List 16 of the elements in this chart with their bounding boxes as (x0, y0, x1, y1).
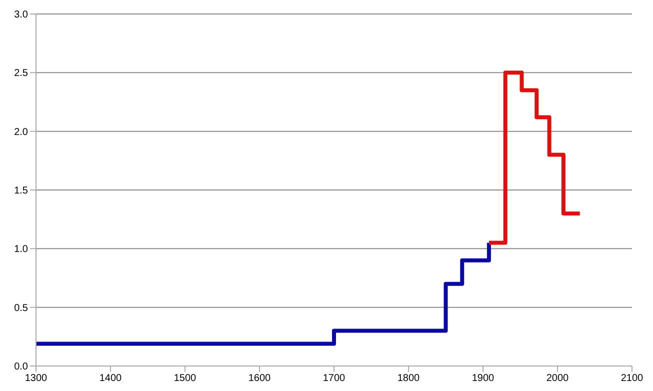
y-tick-label: 1.5 (14, 186, 28, 197)
y-tick-label: 1.0 (14, 244, 28, 256)
x-tick-label: 1700 (322, 373, 346, 384)
x-tick-label: 1400 (99, 373, 122, 384)
x-tick-label: 1500 (174, 373, 197, 384)
x-tick-label: 1300 (24, 373, 48, 384)
y-tick-label: 2.5 (14, 68, 28, 80)
y-tick-label: 0.5 (14, 302, 28, 314)
x-tick-label: 1900 (472, 373, 495, 384)
x-tick-label: 1800 (397, 373, 420, 384)
y-tick-label: 0.0 (14, 362, 28, 373)
x-tick-label: 2100 (620, 373, 644, 384)
y-tick-label: 3.0 (14, 10, 28, 21)
y-tick-label: 2.0 (14, 126, 28, 138)
x-tick-label: 2000 (546, 373, 570, 384)
x-tick-label: 1600 (248, 373, 272, 384)
